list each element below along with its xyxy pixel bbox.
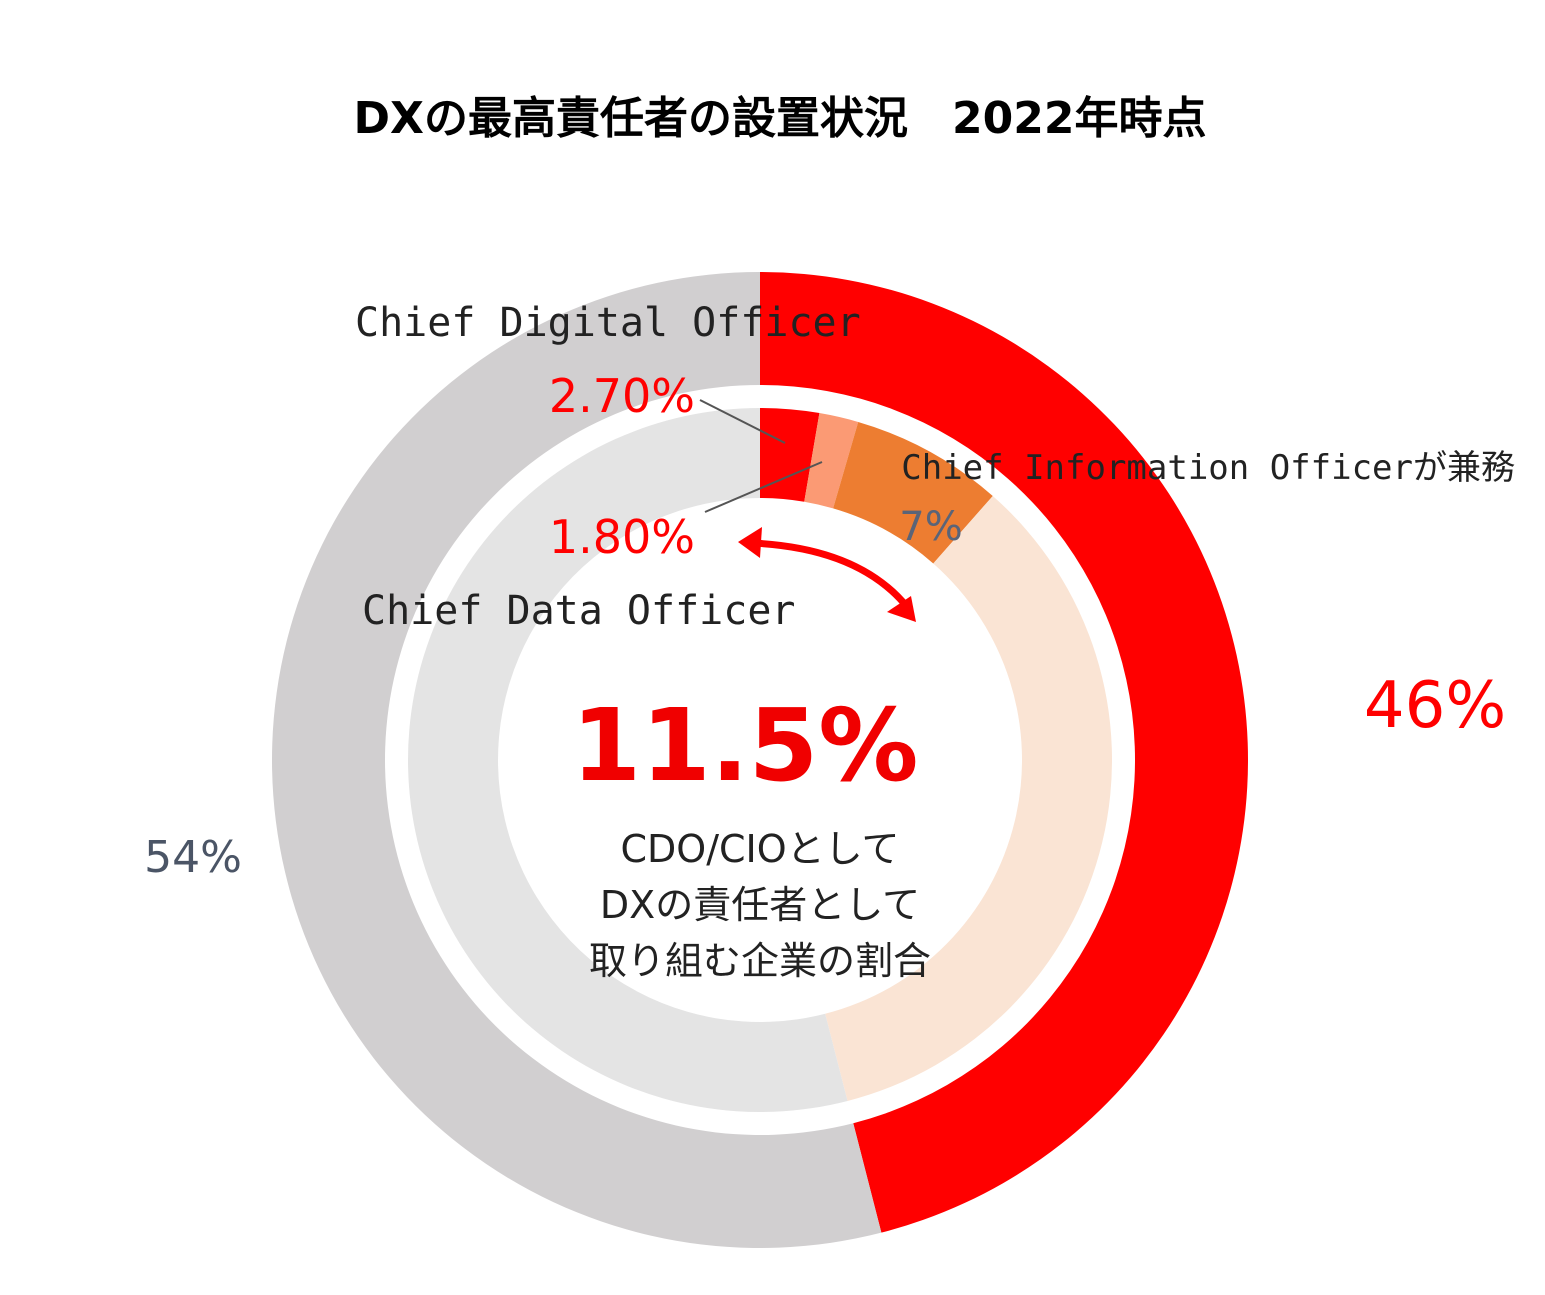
center-line-3: 取り組む企業の割合	[589, 939, 931, 983]
value-label-outer-46: 46%	[1364, 669, 1506, 743]
outer-slice-0	[760, 272, 1248, 1233]
chart-title: DXの最高責任者の設置状況 2022年時点	[354, 93, 1207, 144]
center-value: 11.5%	[572, 687, 919, 804]
inner-slice-0	[760, 408, 820, 502]
label-chief-digital-officer: Chief Digital Officer	[355, 300, 861, 346]
inner-slice-1	[804, 413, 859, 509]
double-arrow	[738, 527, 916, 622]
inner-slice-3	[825, 495, 1112, 1101]
inner-slice-2	[833, 421, 993, 564]
leader-line-data	[704, 461, 823, 513]
outer-ring	[271, 272, 1248, 1249]
value-label-digital: 2.70%	[549, 369, 695, 423]
center-line-1: CDO/CIOとして	[620, 827, 899, 871]
label-chief-information-officer: Chief Information Officerが兼務	[901, 448, 1515, 488]
leader-line-digital	[699, 399, 786, 444]
inner-slice-4	[407, 408, 848, 1112]
value-label-outer-54: 54%	[144, 832, 242, 883]
center-line-2: DXの責任者として	[600, 883, 920, 927]
value-label-data: 1.80%	[549, 510, 695, 564]
label-chief-data-officer: Chief Data Officer	[362, 588, 795, 634]
outer-slice-1	[271, 272, 882, 1249]
value-label-information: 7%	[899, 504, 962, 550]
inner-ring	[407, 408, 1112, 1112]
